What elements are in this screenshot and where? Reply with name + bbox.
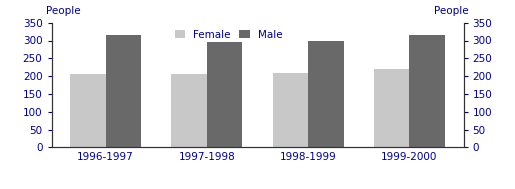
Text: People: People <box>434 6 469 16</box>
Bar <box>171 74 207 147</box>
Bar <box>272 73 308 147</box>
Legend: Female, Male: Female, Male <box>170 25 287 44</box>
Bar <box>409 35 445 147</box>
Text: People: People <box>46 6 81 16</box>
Bar <box>308 40 344 147</box>
Bar <box>106 35 141 147</box>
Bar <box>374 69 409 147</box>
Bar <box>70 74 106 147</box>
Bar <box>207 42 243 147</box>
